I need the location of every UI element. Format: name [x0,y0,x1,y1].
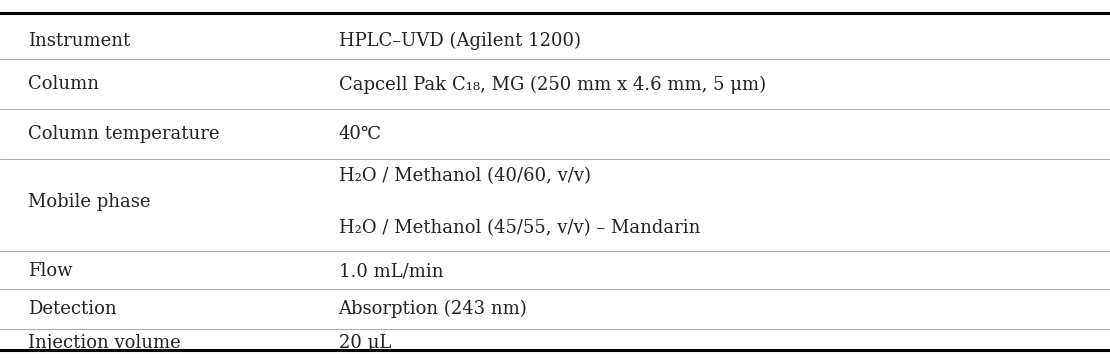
Text: Column temperature: Column temperature [28,125,220,143]
Text: Flow: Flow [28,262,72,280]
Text: Instrument: Instrument [28,32,130,50]
Text: 20 μL: 20 μL [339,334,391,352]
Text: Column: Column [28,76,99,93]
Text: Mobile phase: Mobile phase [28,193,150,211]
Text: HPLC–UVD (Agilent 1200): HPLC–UVD (Agilent 1200) [339,32,581,50]
Text: 1.0 mL/min: 1.0 mL/min [339,262,443,280]
Text: H₂O / Methanol (40/60, v/v): H₂O / Methanol (40/60, v/v) [339,167,591,185]
Text: Detection: Detection [28,300,117,318]
Text: H₂O / Methanol (45/55, v/v) – Mandarin: H₂O / Methanol (45/55, v/v) – Mandarin [339,219,700,237]
Text: 40℃: 40℃ [339,125,382,143]
Text: Injection volume: Injection volume [28,334,181,352]
Text: Absorption (243 nm): Absorption (243 nm) [339,300,527,318]
Text: Capcell Pak C₁₈, MG (250 mm x 4.6 mm, 5 μm): Capcell Pak C₁₈, MG (250 mm x 4.6 mm, 5 … [339,76,766,93]
